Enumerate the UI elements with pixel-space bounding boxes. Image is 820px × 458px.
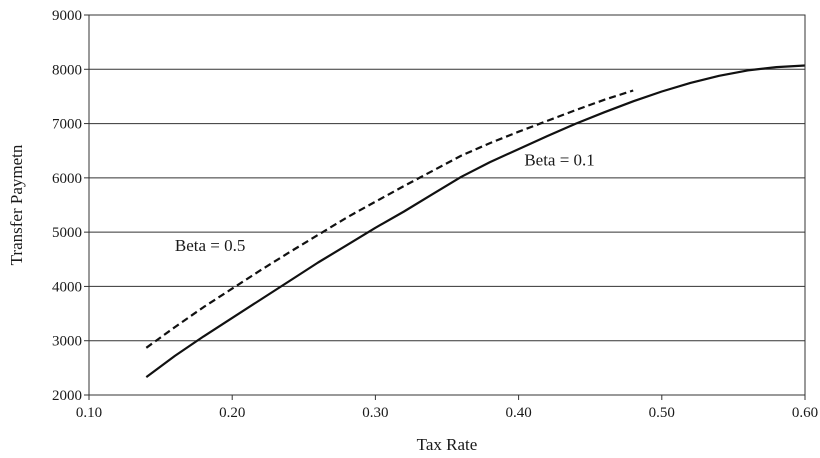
plot-area-frame <box>88 14 806 396</box>
series-line-beta-0-5 <box>145 89 634 349</box>
y-tick-label: 6000 <box>52 171 82 187</box>
x-axis-title: Tax Rate <box>417 435 478 454</box>
annotation-label: Beta = 0.5 <box>175 236 246 255</box>
x-tick-label: 0.40 <box>505 405 531 421</box>
x-tick-label: 0.60 <box>792 405 818 421</box>
grid-lines <box>89 14 805 396</box>
y-tick-label: 9000 <box>52 8 82 24</box>
y-tick-label: 5000 <box>52 225 82 241</box>
x-tick-label: 0.20 <box>219 405 245 421</box>
y-axis-ticks: 2000 3000 4000 5000 6000 7000 8000 9000 <box>52 8 89 404</box>
y-tick-label: 2000 <box>52 388 82 404</box>
x-tick-label: 0.30 <box>362 405 388 421</box>
x-tick-label: 0.10 <box>76 405 102 421</box>
x-axis-ticks: 0.10 0.20 0.30 0.40 0.50 0.60 <box>76 395 818 421</box>
y-tick-label: 8000 <box>52 62 82 78</box>
annotations: Beta = 0.5 Beta = 0.1 <box>175 150 595 255</box>
y-tick-label: 4000 <box>52 279 82 295</box>
series-lines <box>145 64 806 378</box>
annotation-label: Beta = 0.1 <box>524 150 595 169</box>
x-tick-label: 0.50 <box>649 405 675 421</box>
y-tick-label: 7000 <box>52 117 82 133</box>
y-tick-label: 3000 <box>52 334 82 350</box>
series-line-beta-0-1 <box>145 64 806 378</box>
y-axis-title: Transfer Paymetn <box>7 144 26 265</box>
